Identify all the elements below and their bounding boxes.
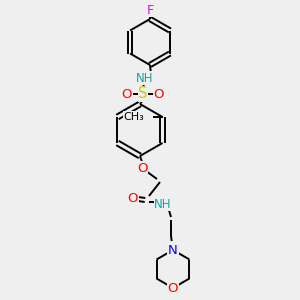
Text: NH: NH <box>136 71 154 85</box>
Text: O: O <box>122 88 132 100</box>
Text: F: F <box>146 4 154 16</box>
Text: O: O <box>154 88 164 100</box>
Text: O: O <box>137 161 147 175</box>
Text: N: N <box>168 244 178 256</box>
Text: O: O <box>128 193 138 206</box>
Text: O: O <box>168 281 178 295</box>
Text: N: N <box>168 242 178 254</box>
Text: S: S <box>138 86 148 101</box>
Text: CH₃: CH₃ <box>124 112 145 122</box>
Text: NH: NH <box>154 197 172 211</box>
